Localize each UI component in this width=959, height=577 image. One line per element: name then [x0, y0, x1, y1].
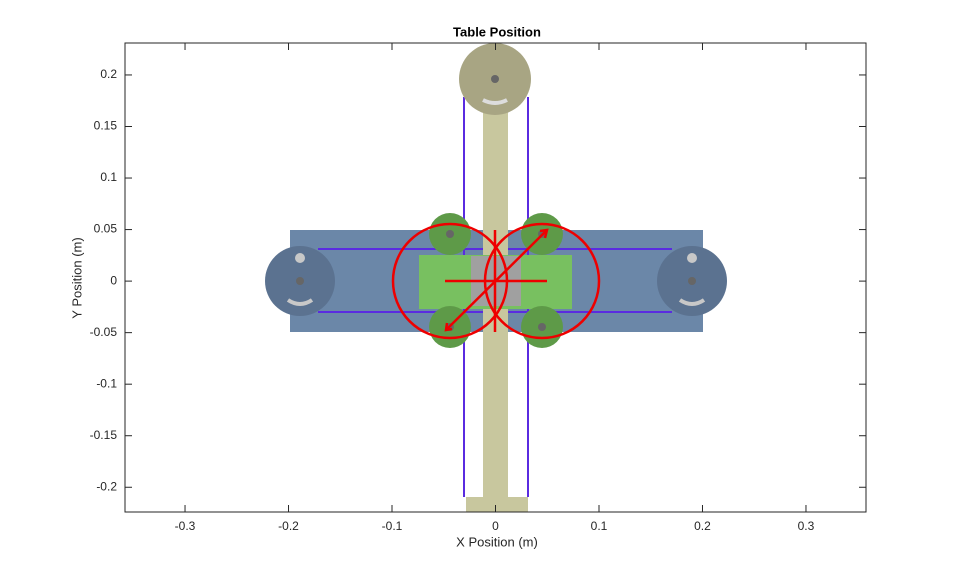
y-tick-label: 0.05: [94, 222, 118, 236]
mechanism: [265, 43, 727, 512]
wheel-hub: [446, 230, 454, 238]
diagonal: [445, 229, 548, 331]
y-tick-label: -0.05: [90, 325, 118, 339]
y-tick-label: -0.2: [96, 479, 117, 493]
pulley-hub: [491, 75, 499, 83]
y-tick-label: 0.2: [100, 67, 117, 81]
x-tick-label: -0.1: [382, 519, 403, 533]
pulley-mark: [687, 253, 697, 263]
y-tick-label: -0.1: [96, 376, 117, 390]
arrowhead: [444, 322, 453, 332]
pulley-mark: [295, 253, 305, 263]
x-tick-label: -0.2: [278, 519, 299, 533]
pulley-mark: [678, 298, 706, 306]
y-axis-label: Y Position (m): [69, 237, 84, 318]
chart-title: Table Position: [453, 24, 541, 39]
arrowhead: [539, 228, 549, 239]
y-tick-label: 0.15: [94, 119, 118, 133]
x-tick-label: 0: [492, 519, 499, 533]
y-tick-label: 0.1: [100, 170, 117, 184]
y-tick-label: 0: [110, 273, 117, 287]
x-tick-label: 0.1: [591, 519, 608, 533]
pulley-hub: [688, 277, 696, 285]
x-tick-label: 0.2: [694, 519, 711, 533]
x-axis-label: X Position (m): [456, 534, 538, 549]
x-tick-label: 0.3: [798, 519, 815, 533]
pulley-mark: [286, 298, 314, 306]
wheel-hub: [538, 323, 546, 331]
pulley-mark: [482, 98, 508, 105]
rail-base: [466, 497, 528, 512]
x-tick-label: -0.3: [175, 519, 196, 533]
y-tick-label: -0.15: [90, 428, 118, 442]
pulley-hub: [296, 277, 304, 285]
